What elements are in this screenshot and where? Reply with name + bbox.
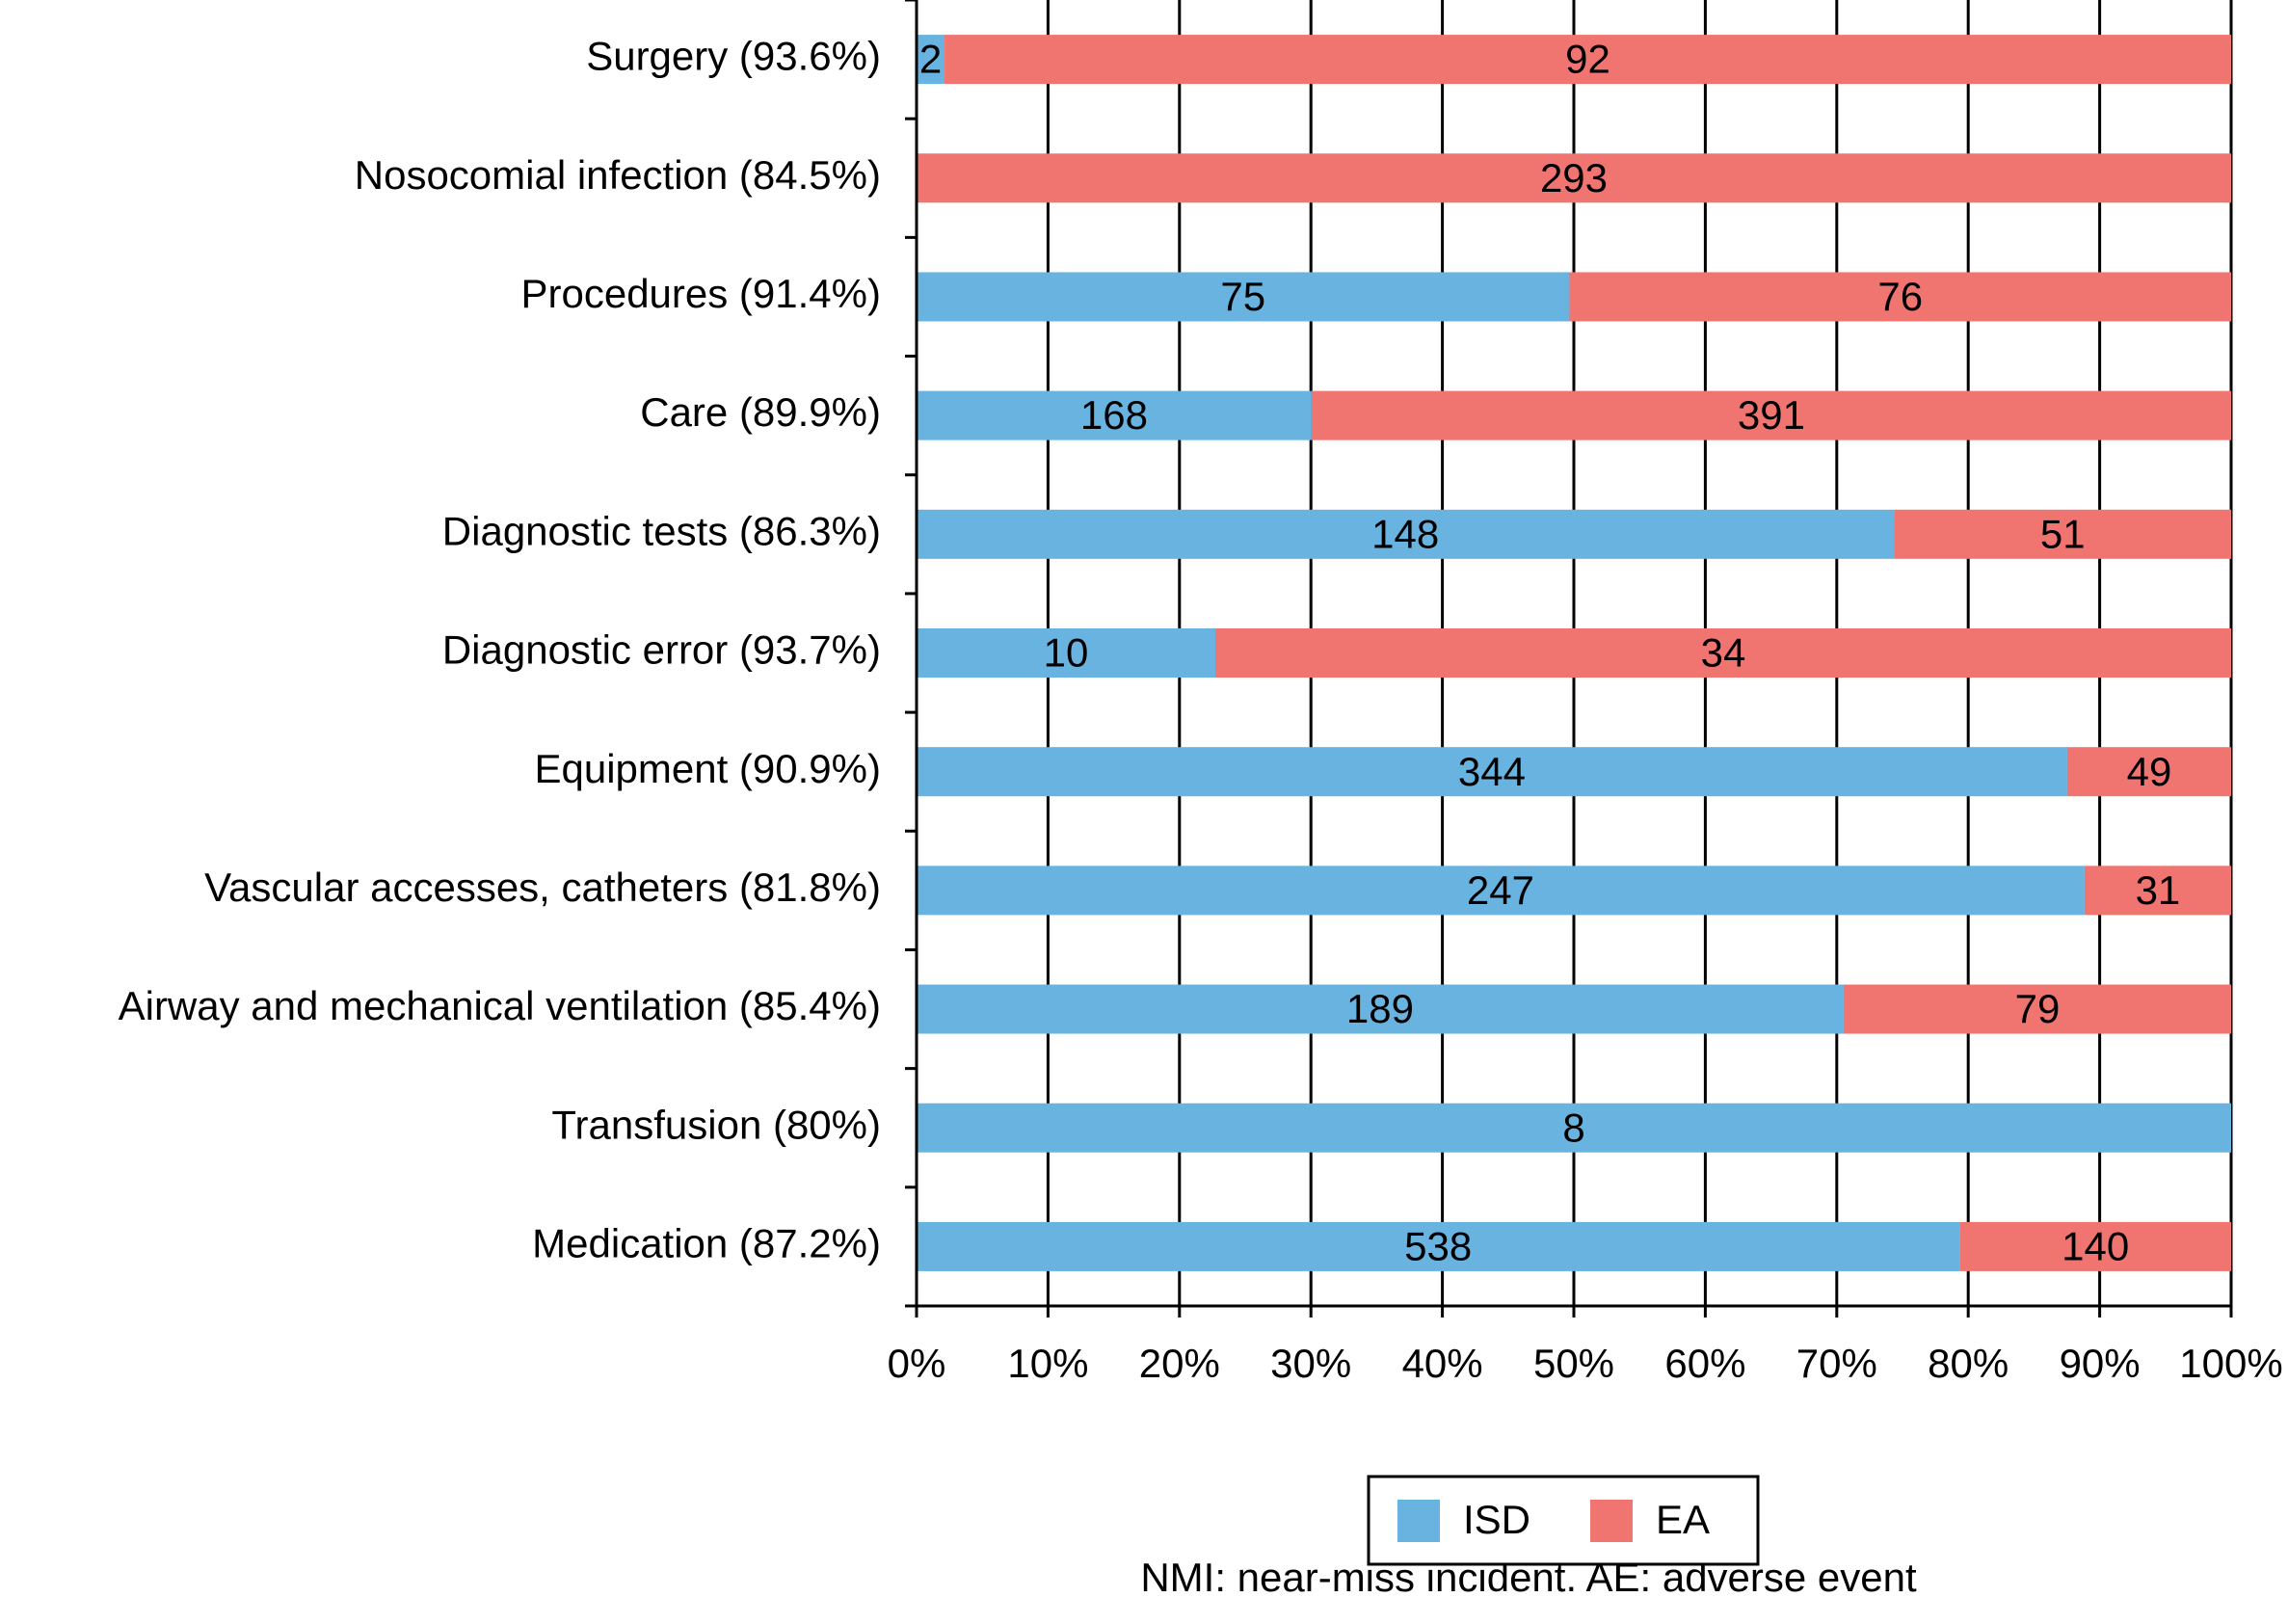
y-tick-label: Medication (87.2%) xyxy=(532,1221,881,1266)
y-tick-label: Procedures (91.4%) xyxy=(520,271,881,316)
data-label: 293 xyxy=(1540,155,1608,200)
legend-swatch xyxy=(1397,1500,1440,1542)
x-tick-label: 80% xyxy=(1928,1341,2009,1386)
bar-segment xyxy=(917,509,1895,559)
data-label: 344 xyxy=(1458,749,1526,794)
bar-segment xyxy=(917,272,1570,322)
x-tick-label: 40% xyxy=(1402,1341,1483,1386)
bar-segment xyxy=(917,984,1844,1034)
bar-segment xyxy=(1311,390,2231,440)
data-label: 76 xyxy=(1877,274,1923,319)
data-label: 49 xyxy=(2127,749,2172,794)
bar-segment xyxy=(2084,865,2231,916)
bar-segment xyxy=(917,390,1312,440)
y-tick-label: Care (89.9%) xyxy=(640,389,881,435)
y-tick-label: Airway and mechanical ventilation (85.4%… xyxy=(119,983,881,1028)
x-tick-label: 0% xyxy=(888,1341,946,1386)
y-tick-label: Vascular accesses, catheters (81.8%) xyxy=(204,865,881,910)
bar-segment xyxy=(1569,272,2231,322)
data-label: 391 xyxy=(1738,392,1805,438)
legend-label: EA xyxy=(1656,1497,1710,1542)
bar-segment xyxy=(1894,509,2231,559)
data-label: 148 xyxy=(1371,511,1439,556)
data-label: 140 xyxy=(2062,1224,2129,1269)
data-label: 10 xyxy=(1044,630,1089,676)
bar-segment xyxy=(944,35,2232,85)
x-tick-label: 70% xyxy=(1796,1341,1877,1386)
bar-segment xyxy=(917,865,2085,916)
y-tick-label: Nosocomial infection (84.5%) xyxy=(355,152,881,198)
y-tick-label: Transfusion (80%) xyxy=(551,1102,881,1147)
data-label: 8 xyxy=(1562,1105,1584,1150)
bar-segment xyxy=(917,1103,2231,1153)
bar-segment xyxy=(2066,747,2231,797)
bar-segment xyxy=(917,35,945,85)
bar-segment xyxy=(917,153,2231,203)
bar-segment xyxy=(1215,628,2231,678)
bar-segment xyxy=(917,1221,1960,1271)
x-tick-label: 20% xyxy=(1139,1341,1220,1386)
y-tick-label: Surgery (93.6%) xyxy=(586,34,881,79)
data-label: 51 xyxy=(2040,511,2086,556)
data-label: 247 xyxy=(1467,867,1534,913)
x-tick-label: 50% xyxy=(1533,1341,1614,1386)
bar-segment xyxy=(917,628,1215,678)
bar-segment xyxy=(917,747,2067,797)
y-tick-label: Diagnostic error (93.7%) xyxy=(442,627,881,673)
legend-swatch xyxy=(1590,1500,1633,1542)
data-label: 189 xyxy=(1346,986,1414,1031)
data-label: 31 xyxy=(2136,867,2181,913)
legend-label: ISD xyxy=(1463,1497,1530,1542)
x-tick-label: 100% xyxy=(2179,1341,2282,1386)
data-label: 79 xyxy=(2015,986,2061,1031)
y-tick-label: Equipment (90.9%) xyxy=(534,746,881,791)
data-label: 75 xyxy=(1220,274,1265,319)
x-tick-label: 60% xyxy=(1664,1341,1745,1386)
x-tick-label: 90% xyxy=(2060,1341,2141,1386)
data-label: 168 xyxy=(1080,392,1148,438)
data-label: 34 xyxy=(1701,630,1746,676)
x-tick-label: 30% xyxy=(1270,1341,1351,1386)
x-tick-label: 10% xyxy=(1007,1341,1088,1386)
data-label: 92 xyxy=(1565,37,1610,82)
bar-segment xyxy=(1843,984,2231,1034)
y-tick-label: Diagnostic tests (86.3%) xyxy=(442,508,881,553)
data-label: 538 xyxy=(1404,1224,1472,1269)
bar-segment xyxy=(1959,1221,2231,1271)
data-label: 2 xyxy=(919,37,942,82)
